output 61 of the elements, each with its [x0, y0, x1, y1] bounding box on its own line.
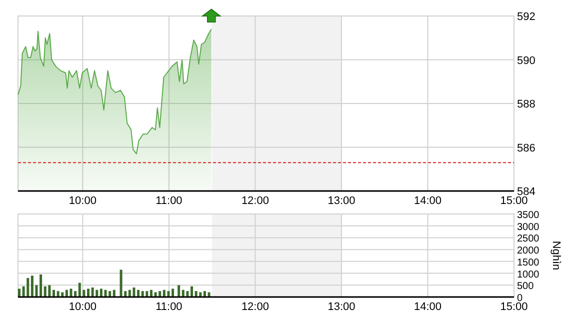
bar — [172, 288, 174, 297]
bar — [112, 290, 116, 297]
bar — [182, 290, 184, 297]
bar — [158, 291, 162, 297]
x-tick-label: 10:00 — [68, 195, 96, 207]
bar — [137, 290, 140, 297]
y-tick-label: 586 — [517, 142, 536, 154]
bar — [146, 291, 148, 297]
y-tick-label: 2500 — [517, 234, 540, 245]
y-tick-label: 2000 — [517, 246, 540, 257]
x-tick-label: 15:00 — [500, 301, 528, 313]
bar — [26, 278, 30, 297]
y-tick-label: 590 — [517, 54, 536, 67]
bar — [87, 288, 90, 297]
bar — [96, 290, 98, 297]
bar — [141, 291, 144, 297]
bar — [186, 291, 189, 297]
bar — [203, 291, 206, 297]
x-tick-label: 15:00 — [500, 195, 528, 207]
bar — [190, 286, 194, 297]
bar — [40, 274, 42, 297]
x-tick-label: 13:00 — [328, 301, 356, 313]
bar — [120, 270, 122, 297]
bar — [44, 286, 46, 297]
y-axis-title: Nghìn — [550, 240, 562, 270]
bar — [108, 291, 112, 297]
bar — [91, 288, 94, 297]
bar — [18, 288, 20, 297]
bar — [78, 282, 81, 297]
bar — [52, 290, 56, 297]
y-tick-label: 0 — [517, 293, 523, 304]
y-tick-label: 500 — [517, 281, 534, 292]
y-tick-label: 3500 — [517, 210, 540, 221]
bar — [48, 285, 51, 297]
x-tick-label: 14:00 — [414, 195, 442, 207]
bar — [150, 290, 152, 297]
bar — [100, 288, 102, 297]
bar — [167, 291, 170, 297]
y-tick-label: 3000 — [517, 222, 540, 233]
x-tick-label: 12:00 — [241, 195, 269, 207]
y-tick-label: 1000 — [517, 269, 540, 280]
y-tick-label: 1500 — [517, 257, 540, 268]
bar — [70, 288, 72, 297]
bar — [74, 291, 77, 297]
x-tick-label: 13:00 — [328, 195, 356, 207]
x-tick-label: 11:00 — [156, 195, 182, 207]
x-tick-label: 12:00 — [241, 301, 269, 313]
bar — [132, 288, 136, 297]
bar — [65, 290, 68, 297]
bar — [104, 290, 107, 297]
bar — [194, 291, 198, 297]
x-tick-label: 11:00 — [156, 301, 182, 313]
bar — [128, 290, 131, 297]
bar — [56, 291, 60, 297]
y-tick-label: 592 — [517, 11, 536, 23]
x-tick-label: 10:00 — [68, 301, 96, 313]
x-tick-label: 14:00 — [414, 301, 442, 313]
bar — [178, 285, 180, 297]
bar — [162, 290, 166, 297]
y-tick-label: 588 — [517, 98, 536, 110]
bar — [30, 276, 34, 297]
